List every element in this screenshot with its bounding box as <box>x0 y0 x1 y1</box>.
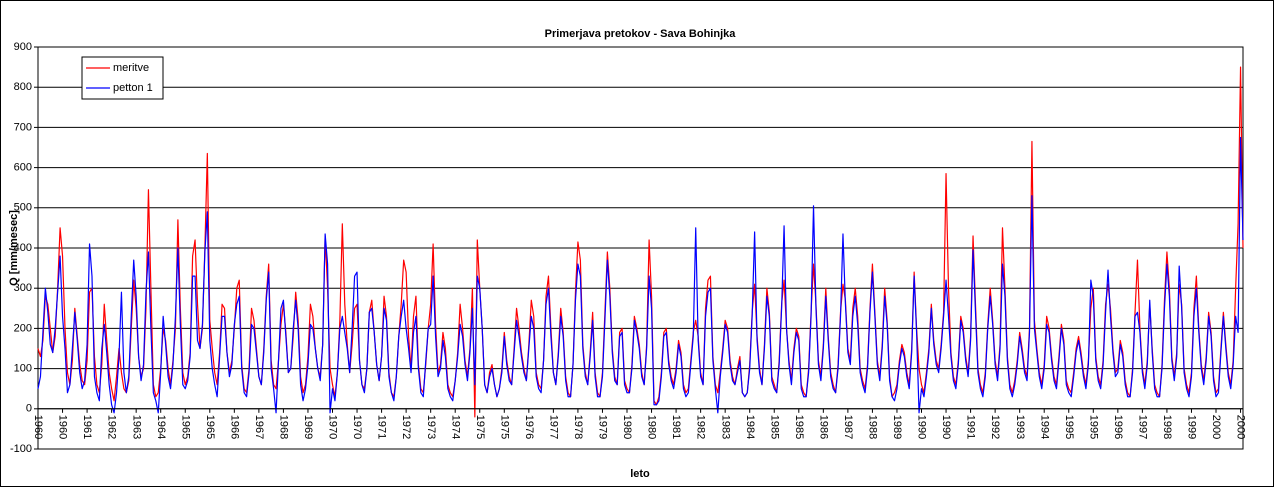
y-tick-label: 100 <box>14 363 32 375</box>
x-tick-label: 1980 <box>646 415 658 439</box>
plot-lines <box>37 66 1244 418</box>
x-tick-label: 1964 <box>155 415 167 439</box>
x-tick-label: 1968 <box>278 415 290 439</box>
x-tick-label: 1995 <box>1087 415 1099 439</box>
x-tick-label: 1985 <box>793 415 805 439</box>
x-tick-label: 1988 <box>867 415 879 439</box>
axes: -100 0 100 200 300 400 500 600 700 800 900 1960 1960… <box>10 41 1247 455</box>
series-line <box>37 136 1244 414</box>
x-tick-label: 2000 <box>1210 415 1222 439</box>
legend-label: meritve <box>113 62 149 74</box>
x-tick-label: 1971 <box>376 415 388 439</box>
x-tick-label: 1965 <box>204 415 216 439</box>
x-tick-label: 1966 <box>228 415 240 439</box>
y-tick-label: 400 <box>14 242 32 254</box>
x-tick-label: 1961 <box>81 415 93 439</box>
x-tick-label: 1965 <box>179 415 191 439</box>
x-tick-label: 1993 <box>1014 415 1026 439</box>
x-tick-label: 1978 <box>572 415 584 439</box>
x-tick-label: 1983 <box>719 415 731 439</box>
y-tick-label: 200 <box>14 322 32 334</box>
x-tick-label: 1985 <box>768 415 780 439</box>
x-tick-label: 1975 <box>498 415 510 439</box>
x-tick-label: 1960 <box>32 415 44 439</box>
x-tick-label: 1998 <box>1161 415 1173 439</box>
x-tick-label: 1999 <box>1186 415 1198 439</box>
x-tick-label: 1980 <box>621 415 633 439</box>
x-tick-label: 1973 <box>425 415 437 439</box>
x-tick-label: 1967 <box>253 415 265 439</box>
x-tick-label: 1989 <box>891 415 903 439</box>
x-tick-label: 1995 <box>1063 415 1075 439</box>
x-axis-label: leto <box>630 468 650 480</box>
y-tick-label: 300 <box>14 282 32 294</box>
x-tick-label: 1970 <box>327 415 339 439</box>
x-tick-label: 1987 <box>842 415 854 439</box>
y-tick-label: 900 <box>14 41 32 53</box>
x-tick-label: 1986 <box>817 415 829 439</box>
x-tick-label: 1982 <box>695 415 707 439</box>
x-tick-label: 1991 <box>965 415 977 439</box>
x-tick-label: 1972 <box>400 415 412 439</box>
y-tick-label: 500 <box>14 202 32 214</box>
x-tick-label: 1969 <box>302 415 314 439</box>
y-tick-label: 700 <box>14 121 32 133</box>
x-tick-label: 1979 <box>597 415 609 439</box>
x-tick-label: 2000 <box>1235 415 1247 439</box>
x-tick-label: 1984 <box>744 415 756 439</box>
x-tick-label: 1994 <box>1038 415 1050 439</box>
y-axis-label: Q [mm/mesec] <box>8 210 20 286</box>
x-tick-label: 1960 <box>57 415 69 439</box>
x-tick-label: 1963 <box>130 415 142 439</box>
y-tick-label: 600 <box>14 162 32 174</box>
y-tick-label: 0 <box>26 403 32 415</box>
y-tick-label: -100 <box>10 443 32 455</box>
x-tick-label: 1997 <box>1136 415 1148 439</box>
x-tick-label: 1990 <box>916 415 928 439</box>
x-tick-label: 1976 <box>523 415 535 439</box>
x-tick-label: 1962 <box>106 415 118 439</box>
x-tick-label: 1975 <box>474 415 486 439</box>
legend-label: petton 1 <box>113 82 153 94</box>
x-tick-label: 1990 <box>940 415 952 439</box>
x-tick-label: 1974 <box>449 415 461 439</box>
grid <box>37 46 1244 450</box>
x-tick-label: 1977 <box>547 415 559 439</box>
legend: meritve petton 1 <box>81 56 164 100</box>
x-tick-label: 1970 <box>351 415 363 439</box>
x-tick-label: 1992 <box>989 415 1001 439</box>
x-tick-label: 1981 <box>670 415 682 439</box>
x-tick-label: 1996 <box>1112 415 1124 439</box>
chart-title: Primerjava pretokov - Sava Bohinjka <box>545 28 737 40</box>
y-tick-label: 800 <box>14 81 32 93</box>
legend-box <box>81 56 164 100</box>
